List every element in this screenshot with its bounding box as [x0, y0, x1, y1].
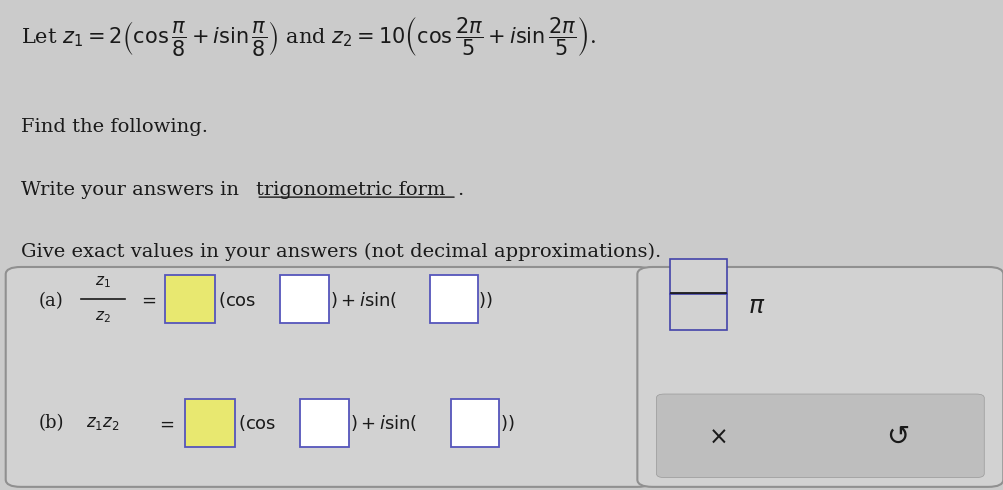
Text: Give exact values in your answers (not decimal approximations).: Give exact values in your answers (not d… — [21, 243, 660, 261]
Text: $\times$: $\times$ — [707, 424, 726, 448]
Text: $=$: $=$ — [155, 415, 175, 432]
Text: (b): (b) — [39, 415, 64, 432]
Text: $) + i\sin($: $) + i\sin($ — [329, 290, 396, 310]
Text: $z_1$: $z_1$ — [95, 274, 110, 290]
FancyBboxPatch shape — [429, 275, 477, 323]
Text: $=$: $=$ — [138, 291, 156, 309]
Text: $(\cos$: $(\cos$ — [238, 414, 277, 433]
Text: Write your answers in: Write your answers in — [21, 181, 245, 199]
FancyBboxPatch shape — [280, 275, 328, 323]
Text: $z_1z_2$: $z_1z_2$ — [86, 415, 119, 432]
Text: trigonometric form: trigonometric form — [256, 181, 445, 199]
FancyBboxPatch shape — [185, 399, 235, 447]
FancyBboxPatch shape — [450, 399, 498, 447]
FancyBboxPatch shape — [164, 275, 215, 323]
FancyBboxPatch shape — [670, 259, 726, 294]
Text: $))$: $))$ — [499, 414, 514, 433]
Text: (a): (a) — [39, 292, 63, 310]
Text: .: . — [456, 181, 462, 199]
FancyBboxPatch shape — [656, 394, 983, 478]
FancyBboxPatch shape — [637, 267, 1002, 487]
FancyBboxPatch shape — [670, 294, 726, 330]
FancyBboxPatch shape — [6, 267, 652, 487]
Text: $(\cos$: $(\cos$ — [218, 290, 257, 310]
Text: Let $z_1=2\left(\cos\dfrac{\pi}{8}+i\sin\dfrac{\pi}{8}\right)$ and $z_2=10\left(: Let $z_1=2\left(\cos\dfrac{\pi}{8}+i\sin… — [21, 15, 595, 58]
Text: $z_2$: $z_2$ — [95, 310, 110, 325]
Text: Find the following.: Find the following. — [21, 118, 208, 136]
Text: $))$: $))$ — [477, 290, 491, 310]
FancyBboxPatch shape — [300, 399, 348, 447]
Text: $\pi$: $\pi$ — [747, 294, 764, 318]
Text: ↺: ↺ — [886, 422, 909, 450]
Text: $) + i\sin($: $) + i\sin($ — [349, 414, 416, 433]
